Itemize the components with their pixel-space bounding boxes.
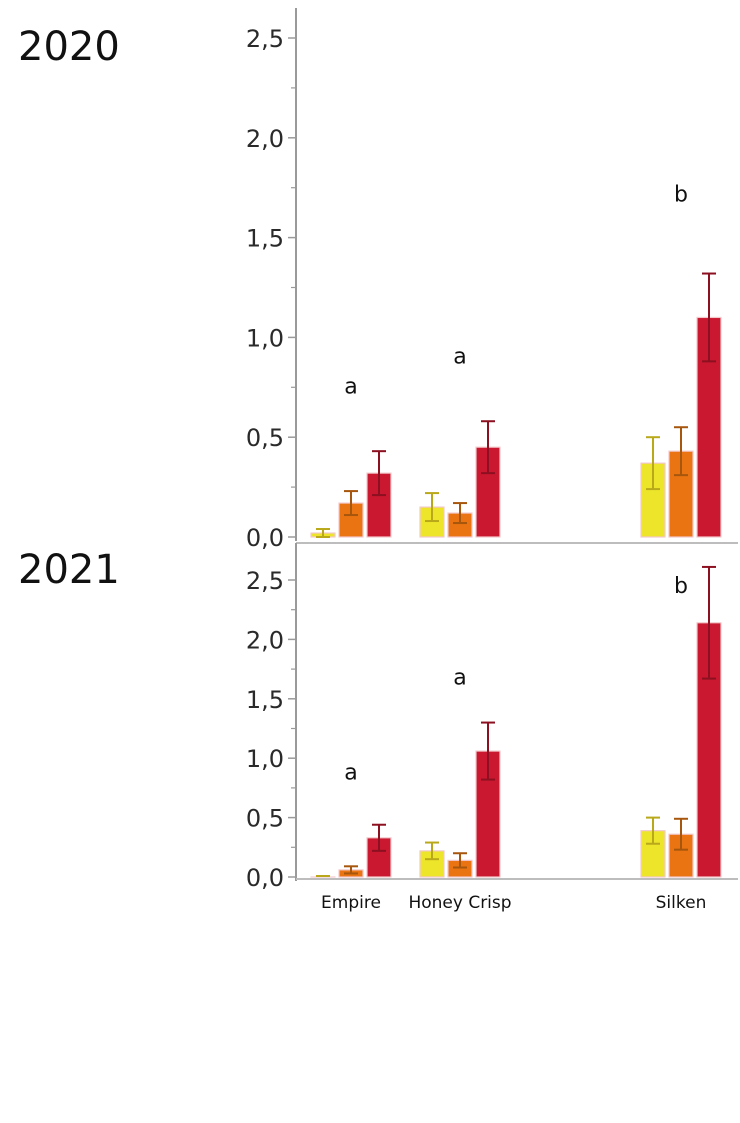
x-category-label: Honey Crisp: [408, 893, 511, 913]
y-tick-label: 0,0: [246, 524, 284, 552]
x-axis-category-labels: Empire Honey Crisp Silken: [321, 893, 706, 913]
y-tick-label: 2,5: [246, 567, 284, 595]
x-category-label: Empire: [321, 893, 381, 913]
y-tick-label: 0,0: [246, 864, 284, 892]
significance-label: b: [674, 183, 688, 208]
y-tick-label: 2,0: [246, 125, 284, 153]
y-tick-label: 1,5: [246, 686, 284, 714]
chart-panel-2021: 2021 0,0 0,5 1,0 1,5 2,0 2,5 a a b: [18, 543, 738, 892]
significance-label: a: [344, 761, 357, 786]
chart-title: 2021: [18, 547, 120, 593]
y-tick-label: 1,5: [246, 225, 284, 253]
significance-label: a: [453, 344, 466, 369]
x-category-label: Silken: [656, 893, 707, 913]
significance-label: a: [453, 666, 466, 691]
y-tick-label: 0,5: [246, 424, 284, 452]
y-tick-label: 1,0: [246, 324, 284, 352]
chart-panel-2020: 2020 0,0 0,5 1,0 1,5 2,0 2,5 a a b: [18, 8, 738, 552]
y-tick-label: 2,5: [246, 25, 284, 53]
y-tick-label: 2,0: [246, 626, 284, 654]
y-tick-label: 0,5: [246, 805, 284, 833]
y-tick-label: 1,0: [246, 745, 284, 773]
significance-label: a: [344, 374, 357, 399]
significance-label: b: [674, 574, 688, 599]
chart-title: 2020: [18, 24, 120, 70]
